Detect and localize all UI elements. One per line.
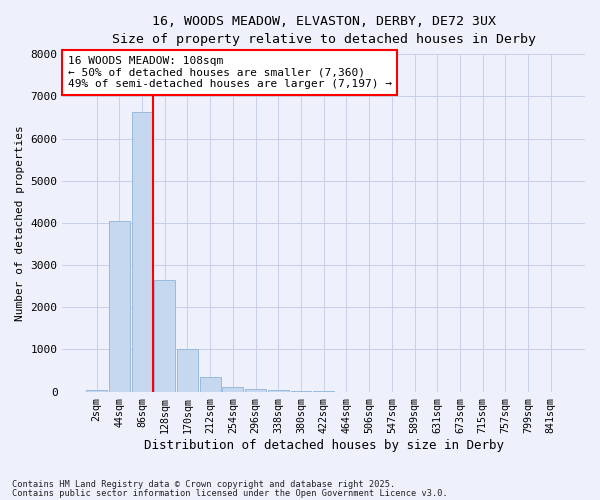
Bar [86,390,107,392]
Title: 16, WOODS MEADOW, ELVASTON, DERBY, DE72 3UX
Size of property relative to detache: 16, WOODS MEADOW, ELVASTON, DERBY, DE72 … [112,15,536,46]
Bar [177,350,198,392]
Text: Contains HM Land Registry data © Crown copyright and database right 2025.: Contains HM Land Registry data © Crown c… [12,480,395,489]
Bar [200,378,221,392]
Bar [268,390,289,392]
Bar [223,386,244,392]
Y-axis label: Number of detached properties: Number of detached properties [15,125,25,321]
Text: 16 WOODS MEADOW: 108sqm
← 50% of detached houses are smaller (7,360)
49% of semi: 16 WOODS MEADOW: 108sqm ← 50% of detache… [68,56,392,89]
Bar [154,280,175,392]
Text: Contains public sector information licensed under the Open Government Licence v3: Contains public sector information licen… [12,490,448,498]
Bar [109,221,130,392]
Bar [131,112,152,392]
Bar [245,388,266,392]
X-axis label: Distribution of detached houses by size in Derby: Distribution of detached houses by size … [144,440,504,452]
